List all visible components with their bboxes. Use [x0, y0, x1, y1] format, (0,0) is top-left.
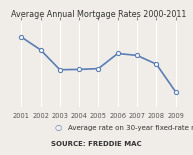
- Title: Average Annual Mortgage Rates 2000-2011: Average Annual Mortgage Rates 2000-2011: [11, 10, 186, 19]
- Text: SOURCE: FREDDIE MAC: SOURCE: FREDDIE MAC: [51, 141, 142, 147]
- Text: ○: ○: [54, 123, 62, 132]
- Text: Average rate on 30-year fixed-rate mortgages: Average rate on 30-year fixed-rate mortg…: [68, 125, 193, 131]
